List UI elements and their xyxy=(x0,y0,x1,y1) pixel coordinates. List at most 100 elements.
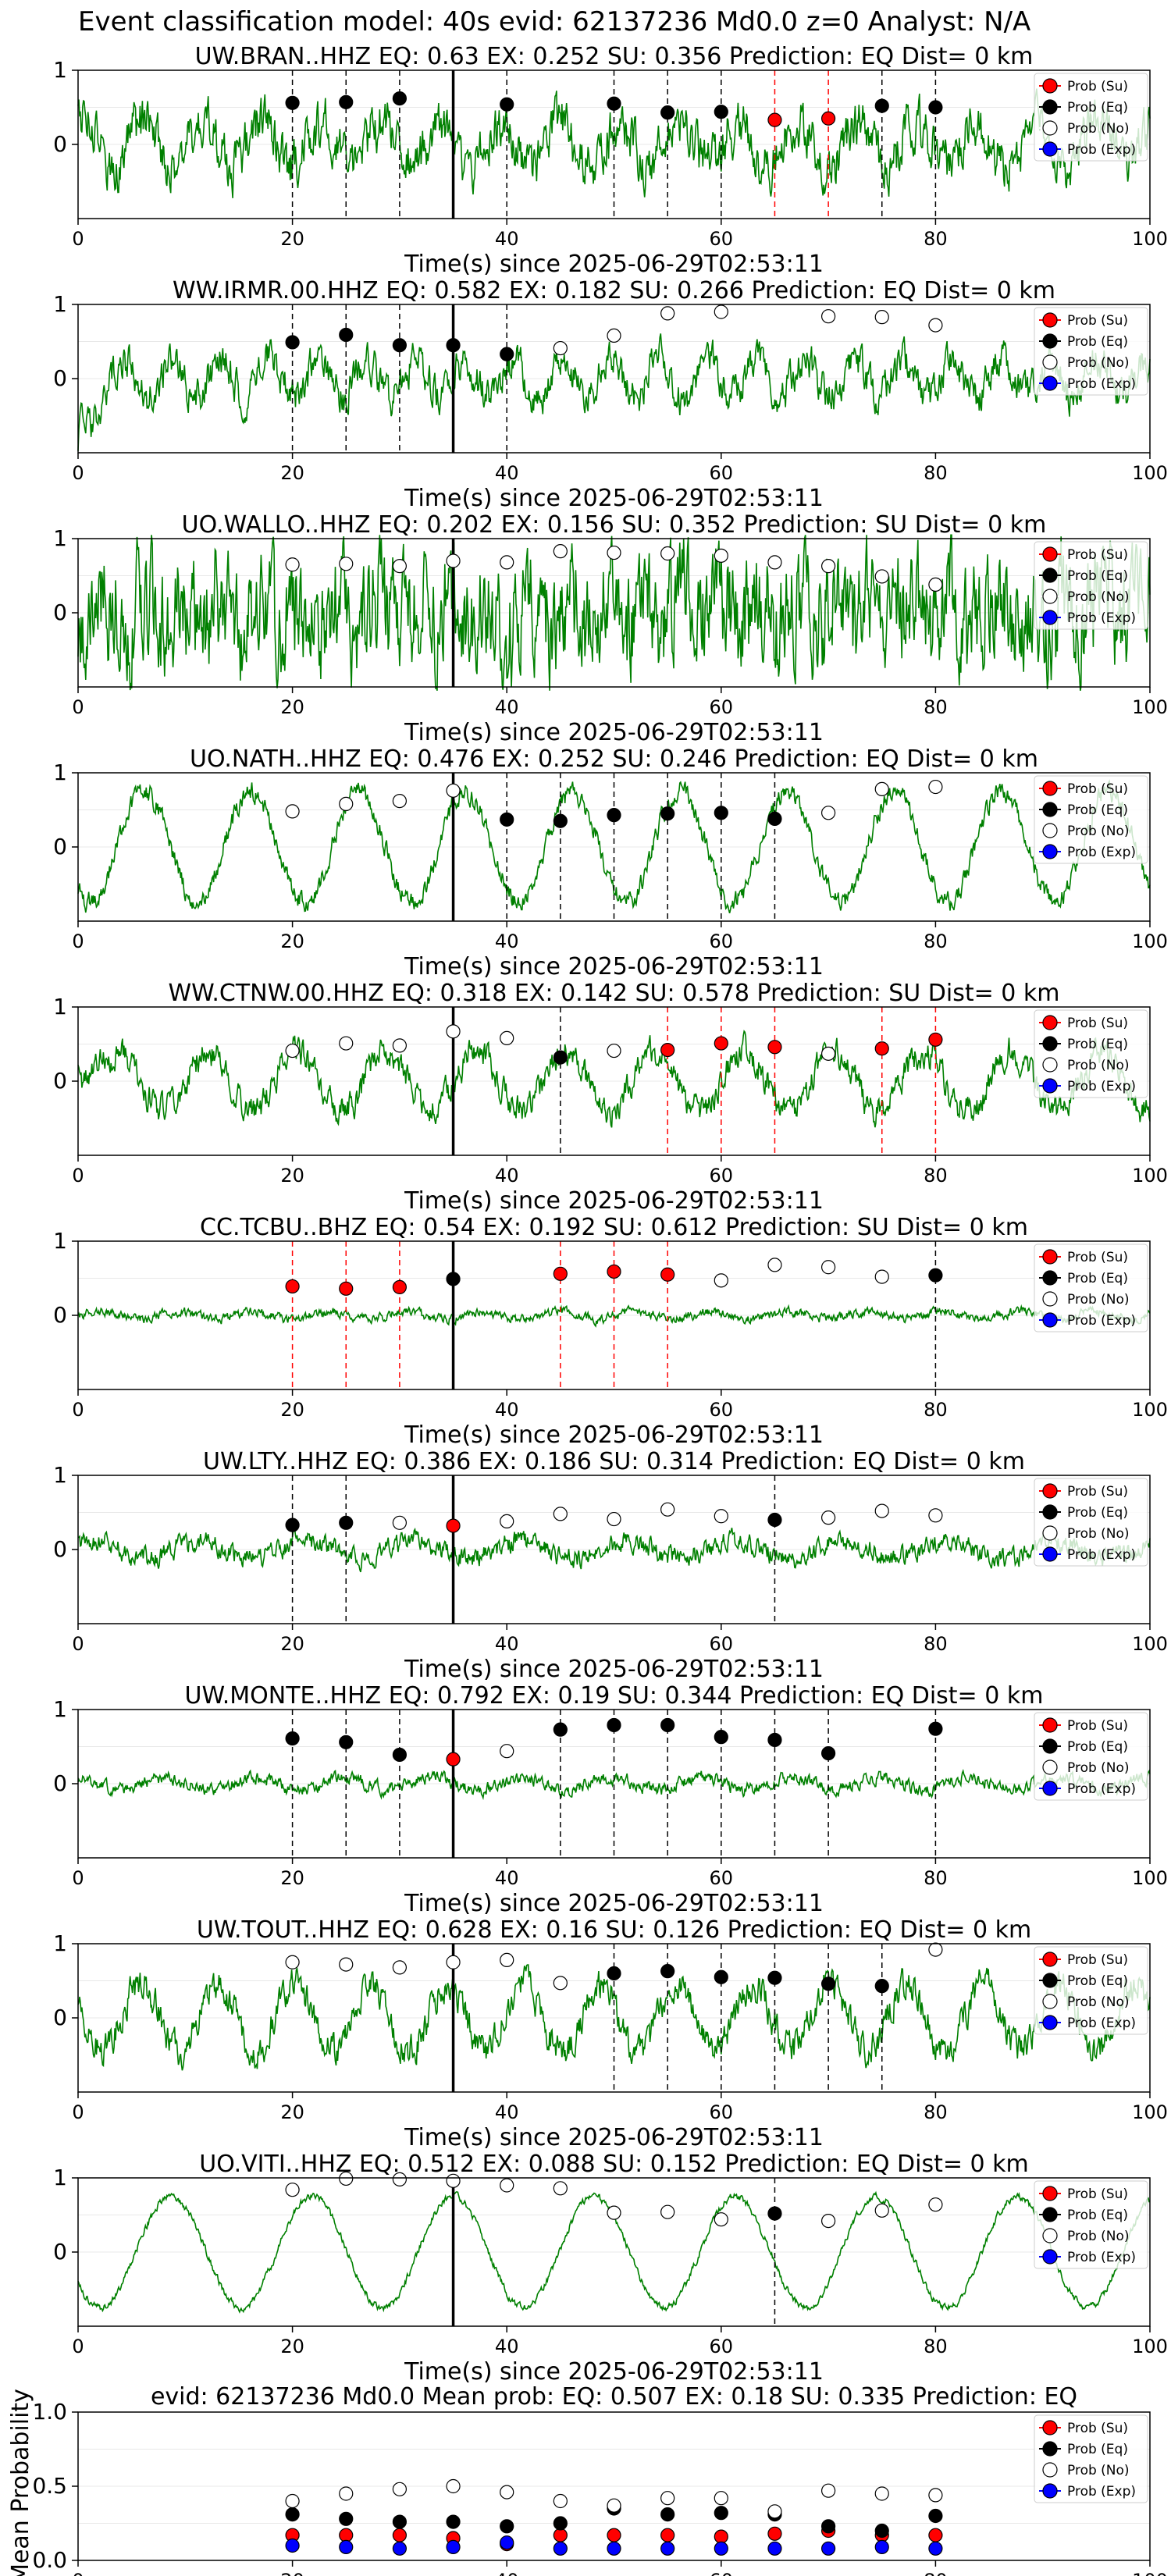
prob-point xyxy=(928,577,943,592)
prob-point xyxy=(339,94,354,109)
x-axis-label: Time(s) since 2025-06-29T02:53:11 xyxy=(404,1656,824,1683)
legend-marker xyxy=(1042,1249,1058,1265)
legend-marker xyxy=(1042,141,1058,157)
prob-point xyxy=(339,327,354,343)
legend-label: Prob (Su) xyxy=(1067,547,1128,563)
prob-point xyxy=(714,1969,728,1984)
legend-marker xyxy=(1042,823,1058,838)
prob-point xyxy=(767,1970,782,1985)
legend-marker xyxy=(1042,1717,1058,1733)
prob-point xyxy=(607,96,621,111)
legend-marker xyxy=(1042,2441,1058,2457)
prob-point xyxy=(874,1503,889,1518)
prob-point xyxy=(820,806,836,820)
prob-point xyxy=(446,338,461,353)
mean-prob-point xyxy=(714,2529,728,2544)
mean-prob-point xyxy=(928,2528,943,2542)
x-tick-label: 20 xyxy=(280,1399,304,1421)
x-tick-label: 100 xyxy=(1132,228,1168,250)
prob-point xyxy=(607,1511,621,1527)
mean-prob-point xyxy=(500,2485,514,2500)
panel-title: CC.TCBU..BHZ EQ: 0.54 EX: 0.192 SU: 0.61… xyxy=(200,1214,1028,1241)
prob-point xyxy=(607,808,621,823)
legend-marker xyxy=(1042,1057,1058,1073)
prob-point xyxy=(607,328,621,343)
prob-point xyxy=(607,1264,621,1279)
legend-marker xyxy=(1042,2186,1058,2201)
prob-point xyxy=(928,1508,943,1523)
legend-box xyxy=(1034,2414,1148,2503)
prob-point xyxy=(874,1269,889,1284)
mean-prob-point xyxy=(714,2541,728,2556)
legend-label: Prob (Eq) xyxy=(1067,100,1128,116)
x-tick-label: 20 xyxy=(280,2101,304,2123)
panel-title: WW.IRMR.00.HHZ EQ: 0.582 EX: 0.182 SU: 0… xyxy=(173,277,1055,304)
prob-point xyxy=(767,1512,782,1528)
prob-point xyxy=(500,1744,514,1759)
x-tick-label: 0 xyxy=(72,1399,84,1421)
legend-label: Prob (Eq) xyxy=(1067,1037,1128,1052)
legend-marker xyxy=(1042,1759,1058,1775)
legend-panel-1: Prob (Su) Prob (Eq) Prob (No) Prob (Exp) xyxy=(1034,73,1148,162)
mean-prob-point xyxy=(392,2514,407,2529)
mean-prob-point xyxy=(392,2528,407,2542)
prob-point xyxy=(553,544,568,559)
legend-label: Prob (Exp) xyxy=(1067,142,1136,158)
y-tick-label: 0.5 xyxy=(32,2473,67,2499)
x-tick-label: 80 xyxy=(924,696,948,718)
prob-point xyxy=(285,804,300,819)
prob-point xyxy=(392,1515,407,1530)
mean-prob-point xyxy=(874,2523,889,2539)
x-tick-label: 0 xyxy=(72,1867,84,1889)
mean-prob-point xyxy=(553,2493,568,2509)
legend-panel-6: Prob (Su) Prob (Eq) Prob (No) Prob (Exp) xyxy=(1034,1244,1148,1332)
mean-prob-point xyxy=(339,2486,354,2501)
legend-label: Prob (No) xyxy=(1067,2229,1130,2244)
mean-prob-point xyxy=(392,2482,407,2496)
prob-point xyxy=(874,781,889,797)
mean-prob-point xyxy=(339,2528,354,2542)
x-axis-label: Time(s) since 2025-06-29T02:53:11 xyxy=(404,1421,824,1449)
prob-point xyxy=(553,1266,568,1281)
legend-marker xyxy=(1042,589,1058,604)
prob-point xyxy=(714,1273,728,1288)
legend-marker xyxy=(1042,1015,1058,1030)
prob-point xyxy=(446,1024,461,1039)
waveform-trace xyxy=(77,1527,1151,1573)
legend-marker xyxy=(1042,1078,1058,1094)
mean-prob-point xyxy=(607,2498,621,2513)
x-tick-label: 60 xyxy=(710,930,734,952)
prob-point xyxy=(714,806,728,820)
mean-prob-point xyxy=(767,2541,782,2556)
x-tick-label: 0 xyxy=(72,2101,84,2123)
panel-title: WW.CTNW.00.HHZ EQ: 0.318 EX: 0.142 SU: 0… xyxy=(168,980,1059,1007)
legend-marker xyxy=(1042,781,1058,796)
y-tick-label: 0 xyxy=(53,834,67,859)
prob-point xyxy=(285,557,300,572)
panel-title: UW.BRAN..HHZ EQ: 0.63 EX: 0.252 SU: 0.35… xyxy=(195,43,1034,70)
prob-point xyxy=(285,2183,300,2197)
prob-point xyxy=(820,111,836,126)
prob-point xyxy=(339,1515,354,1530)
mean-prob-point xyxy=(714,2506,728,2521)
legend-label: Prob (Exp) xyxy=(1067,1079,1136,1094)
x-axis-label: Time(s) since 2025-06-29T02:53:11 xyxy=(404,1187,824,1215)
legend-label: Prob (Su) xyxy=(1067,313,1128,329)
x-tick-label: 80 xyxy=(924,930,948,952)
legend-label: Prob (Su) xyxy=(1067,1718,1128,1734)
legend-marker xyxy=(1042,99,1058,115)
prob-point xyxy=(928,318,943,333)
legend-label: Prob (Su) xyxy=(1067,2421,1128,2436)
legend-label: Prob (Su) xyxy=(1067,1952,1128,1968)
prob-point xyxy=(928,1721,943,1736)
panel-title: UW.MONTE..HHZ EQ: 0.792 EX: 0.19 SU: 0.3… xyxy=(185,1682,1044,1710)
mean-prob-point xyxy=(660,2491,675,2506)
prob-point xyxy=(714,2212,728,2227)
legend-marker xyxy=(1042,2207,1058,2222)
x-axis-label: Time(s) since 2025-06-29T02:53:11 xyxy=(404,251,824,278)
x-tick-label: 80 xyxy=(924,2570,948,2576)
waveform-trace xyxy=(77,534,1151,691)
prob-point xyxy=(607,2205,621,2220)
legend-marker xyxy=(1042,546,1058,562)
x-tick-label: 60 xyxy=(710,1165,734,1187)
